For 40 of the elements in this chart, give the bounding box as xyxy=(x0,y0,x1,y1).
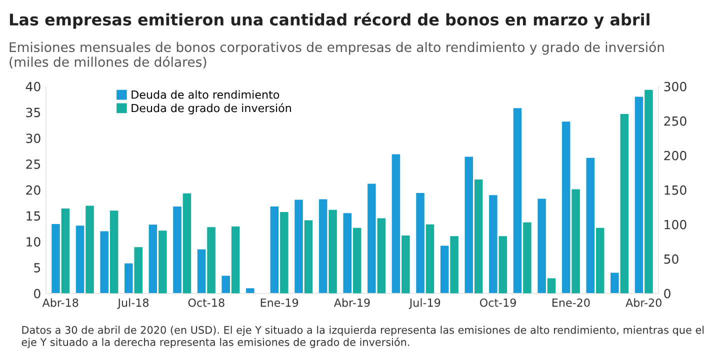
y-tick-label: 35 xyxy=(26,108,40,118)
x-tick-label: Jul-18 xyxy=(117,298,149,309)
y2-tick-label: 200 xyxy=(664,150,686,160)
bar xyxy=(246,288,254,294)
y-tick-label: 5 xyxy=(34,263,40,272)
y2-tick-label: 0 xyxy=(664,288,670,298)
y2-tick-label: 300 xyxy=(664,82,686,92)
x-tick-label: Abr-20 xyxy=(626,298,662,307)
y-tick-label: 30 xyxy=(26,134,40,144)
bar xyxy=(620,114,629,294)
bar xyxy=(610,272,619,294)
bar xyxy=(586,158,595,294)
y-tick-label: 20 xyxy=(26,185,40,195)
y2-tick-label: 100 xyxy=(664,220,686,230)
bar xyxy=(547,278,556,294)
y-tick-label: 25 xyxy=(26,159,40,169)
bar xyxy=(538,198,546,294)
text: Datos a 30 de abril de 2020 (en USD). El eje Y situado a la izquierda representa las emisiones de alto rendimiento, mientras que el eje Y situado a la derecha representa las emisiones de grado de inversión. xyxy=(22,326,704,348)
x-tick-label: Abr-18 xyxy=(42,298,78,307)
bar xyxy=(222,276,230,294)
x-tick-label: Oct-19 xyxy=(480,298,516,307)
y-tick-label: 15 xyxy=(26,211,40,221)
legend-label: Deuda de alto rendimiento xyxy=(132,90,280,99)
y2-tick-label: 150 xyxy=(664,185,686,195)
legend-label: Deuda de grado de inversión xyxy=(132,103,291,114)
x-tick-label: Ene-20 xyxy=(552,298,590,307)
bar xyxy=(392,154,400,294)
x-tick-label: Abr-19 xyxy=(334,298,370,307)
bar xyxy=(513,108,522,294)
bar xyxy=(231,226,240,294)
chart-subtitle: Emisiones mensuales de bonos corporativos de empresas de alto rendimiento y grado de inversión (miles de millones de dólares) xyxy=(10,41,664,68)
y-tick-label: 10 xyxy=(26,237,40,247)
y-tick-label: 40 xyxy=(26,82,40,92)
y2-tick-label: 250 xyxy=(664,116,686,126)
y2-tick-label: 50 xyxy=(664,254,678,264)
x-tick-label: Jul-19 xyxy=(408,298,440,309)
x-tick-label: Ene-19 xyxy=(260,298,298,307)
y-tick-label: 0 xyxy=(34,288,40,298)
chart-title: Las empresas emitieron una cantidad récord de bonos en marzo y abril xyxy=(10,12,650,29)
x-tick-label: Oct-18 xyxy=(188,298,224,307)
